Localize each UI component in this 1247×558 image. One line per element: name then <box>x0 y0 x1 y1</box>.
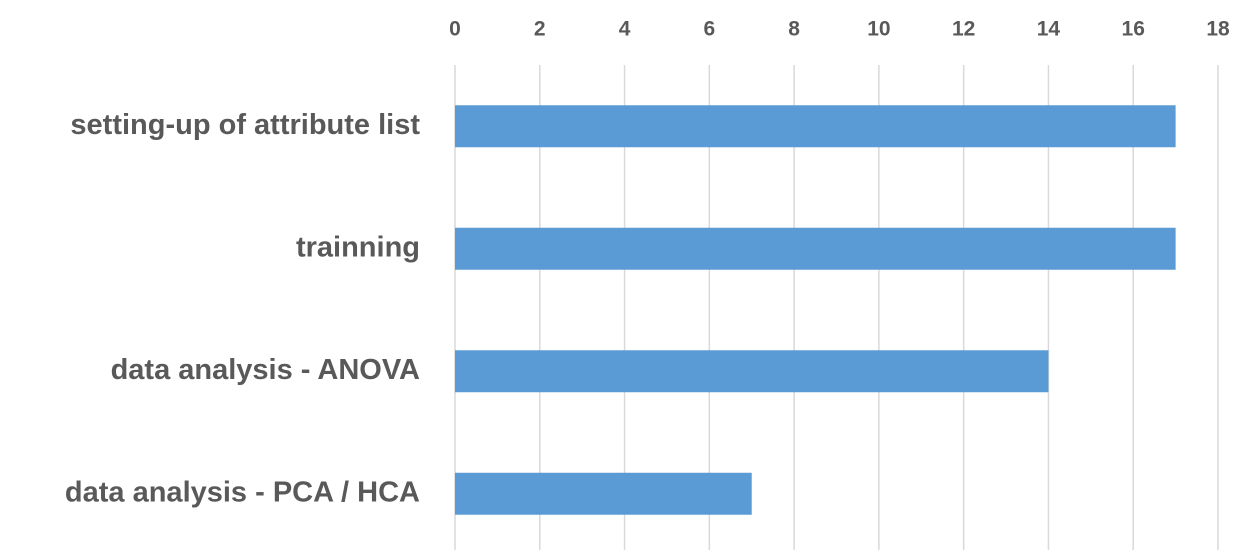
bar <box>455 350 1049 393</box>
bar <box>455 105 1176 148</box>
y-tick-label: data analysis - ANOVA <box>111 354 420 386</box>
x-tick-label: 18 <box>1206 18 1230 41</box>
x-tick-label: 16 <box>1122 18 1145 41</box>
bar <box>455 472 752 515</box>
x-tick-label: 6 <box>703 18 715 41</box>
x-tick-label: 0 <box>449 18 461 41</box>
x-tick-label: 2 <box>534 18 546 41</box>
y-tick-label: data analysis - PCA / HCA <box>65 476 420 508</box>
y-tick-label: trainning <box>296 231 420 263</box>
x-tick-label: 4 <box>619 18 631 41</box>
x-tick-label: 14 <box>1037 18 1061 41</box>
x-tick-label: 8 <box>788 18 800 41</box>
bar <box>455 227 1176 270</box>
x-tick-label: 12 <box>952 18 975 41</box>
x-tick-label: 10 <box>867 18 890 41</box>
y-tick-label: setting-up of attribute list <box>70 109 420 141</box>
